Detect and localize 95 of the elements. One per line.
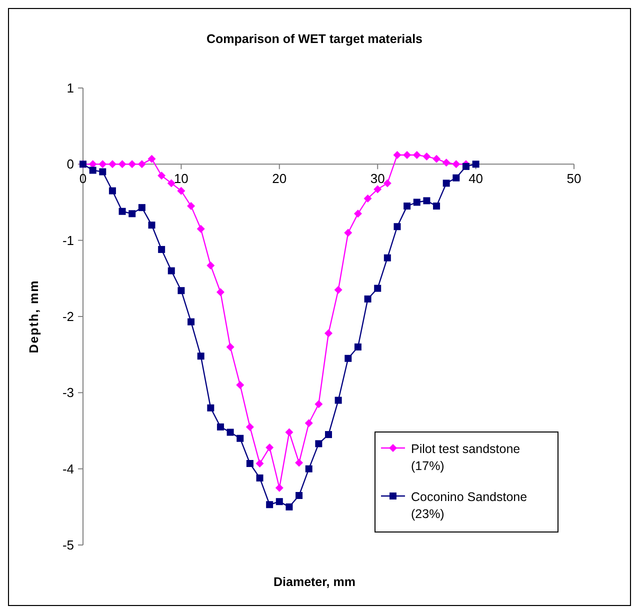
point — [266, 501, 274, 508]
point — [433, 202, 440, 210]
chart-title: Comparison of WET target materials — [206, 32, 423, 46]
point — [197, 352, 204, 360]
x-tick-label: 50 — [566, 171, 582, 186]
y-tick-label: -1 — [62, 232, 74, 248]
point — [374, 185, 382, 194]
point — [452, 160, 460, 168]
point — [286, 503, 293, 510]
point — [315, 440, 322, 448]
x-tick-label: 10 — [174, 171, 188, 186]
point — [108, 187, 116, 194]
point — [442, 158, 450, 167]
point — [98, 160, 107, 168]
point — [178, 287, 185, 294]
point — [394, 223, 401, 230]
point — [256, 460, 264, 468]
point — [334, 396, 342, 404]
point — [138, 160, 146, 168]
point — [422, 152, 431, 161]
y-tick-label: -3 — [62, 385, 74, 400]
point — [158, 246, 166, 253]
point — [452, 174, 460, 182]
point — [256, 474, 264, 482]
y-tick-label: -2 — [62, 309, 74, 324]
point — [432, 154, 441, 163]
point — [354, 343, 362, 350]
x-tick-label: 30 — [370, 171, 385, 186]
point — [266, 444, 274, 452]
x-axis-title: Diameter, mm — [274, 575, 356, 589]
point — [472, 160, 480, 168]
point — [108, 160, 116, 168]
point — [354, 210, 362, 218]
point — [324, 329, 332, 338]
y-tick-label: -5 — [62, 538, 74, 552]
point — [187, 202, 196, 210]
point — [118, 208, 126, 215]
point — [167, 179, 176, 188]
y-axis-title: Depth, mm — [27, 280, 41, 354]
point — [423, 197, 430, 204]
point — [99, 168, 106, 176]
point — [148, 154, 156, 163]
point — [305, 465, 312, 472]
point — [275, 484, 284, 492]
point — [118, 160, 126, 168]
point — [158, 172, 166, 180]
point — [226, 342, 234, 351]
point — [364, 194, 372, 202]
x-tick-label: 0 — [79, 171, 87, 186]
point — [344, 354, 352, 362]
point — [246, 460, 254, 467]
point — [128, 160, 136, 168]
point — [304, 419, 313, 428]
point — [295, 458, 304, 467]
point — [138, 204, 146, 212]
y-tick-label: 0 — [66, 156, 74, 172]
point — [168, 267, 175, 274]
point — [216, 288, 224, 296]
point — [188, 318, 195, 326]
point — [412, 151, 421, 160]
point — [236, 381, 244, 390]
point — [325, 431, 332, 438]
point — [334, 286, 342, 294]
point — [89, 166, 96, 174]
legend-label: Coconino Sandstone (23%) — [411, 490, 528, 521]
point — [226, 428, 234, 436]
point — [404, 202, 411, 210]
point — [393, 151, 402, 160]
point — [364, 295, 372, 302]
point — [177, 186, 186, 195]
point — [403, 151, 412, 160]
point — [246, 422, 254, 431]
x-tick-label: 20 — [272, 171, 287, 186]
point — [207, 404, 214, 412]
point — [462, 162, 470, 170]
y-tick-label: 1 — [66, 80, 74, 96]
point — [374, 284, 382, 292]
point — [413, 198, 420, 206]
point — [148, 222, 156, 229]
point — [276, 498, 283, 506]
point — [383, 179, 392, 188]
point — [285, 428, 294, 436]
point — [236, 434, 244, 442]
point — [128, 210, 136, 218]
point — [196, 224, 205, 233]
x-tick-label: 40 — [468, 171, 484, 186]
point — [384, 254, 391, 262]
point — [314, 400, 323, 408]
point — [344, 228, 352, 237]
point — [296, 492, 303, 499]
point — [216, 423, 224, 430]
point — [442, 180, 450, 187]
point — [206, 261, 215, 270]
y-tick-label: -4 — [62, 461, 74, 476]
legend-label: Pilot test sandstone (17%) — [411, 442, 520, 473]
